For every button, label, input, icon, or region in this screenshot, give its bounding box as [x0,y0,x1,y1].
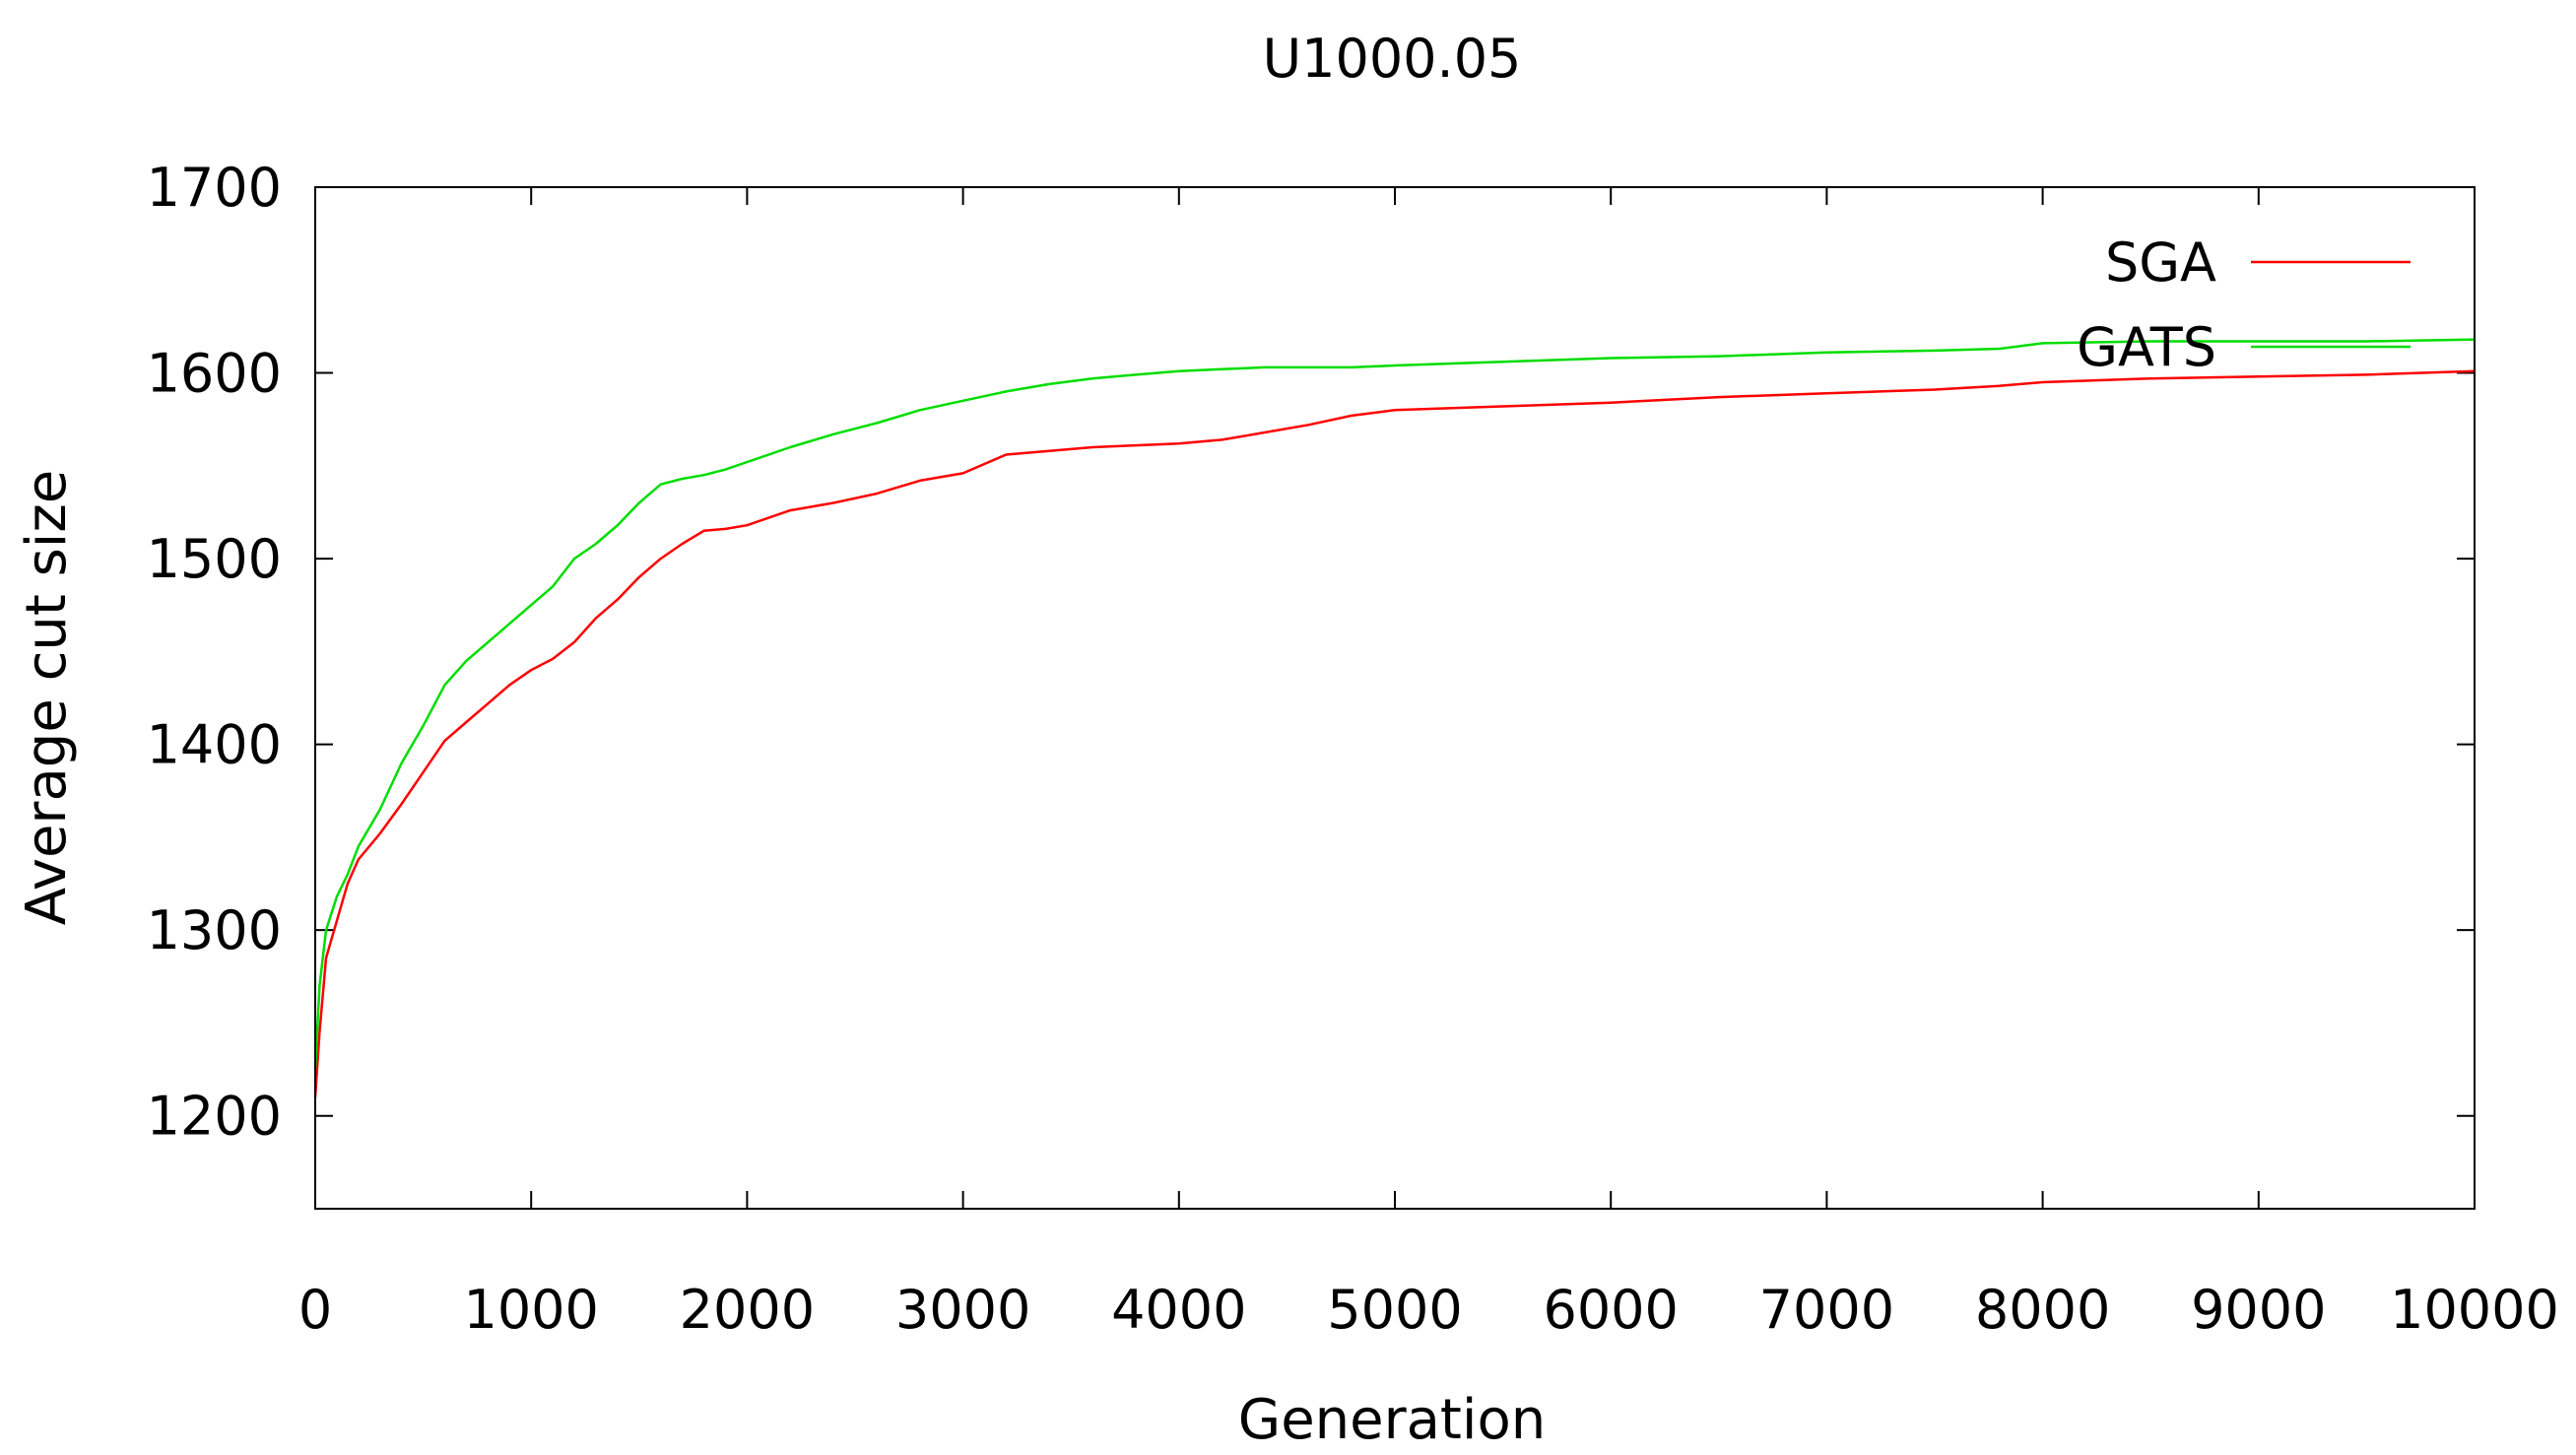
x-tick-label: 2000 [680,1279,815,1341]
series-line-gats [313,338,2476,1070]
y-tick-label: 1700 [147,157,282,219]
y-tick-label: 1200 [147,1086,282,1148]
series-line-sga [313,369,2476,1097]
y-tick-label: 1600 [147,343,282,405]
x-tick-label: 0 [298,1279,332,1341]
plot-frame [314,186,2476,1210]
x-tick-label: 5000 [1327,1279,1462,1341]
x-tick-label: 10000 [2390,1279,2559,1341]
ticks-layer: 0 1000 2000 3000 4000 5000 6000 7000 8000 9000 100… [147,157,2559,1341]
x-tick-label: 6000 [1543,1279,1678,1341]
x-axis-label: Generation [1238,1388,1546,1452]
y-tick-label: 1300 [147,899,282,961]
y-tick-label: 1400 [147,714,282,776]
legend-label-sga: SGA [2105,231,2216,294]
y-axis-label: Average cut size [15,470,79,925]
x-tick-label: 9000 [2191,1279,2326,1341]
x-tick-label: 8000 [1975,1279,2110,1341]
x-tick-label: 3000 [895,1279,1030,1341]
x-tick-label: 4000 [1111,1279,1246,1341]
x-tick-label: 7000 [1759,1279,1894,1341]
legend: SGA GATS [2077,231,2411,378]
x-tick-label: 1000 [463,1279,598,1341]
y-tick-label: 1500 [147,528,282,590]
chart-title: U1000.05 [1263,28,1522,90]
series-layer [313,338,2476,1097]
legend-label-gats: GATS [2077,316,2216,378]
